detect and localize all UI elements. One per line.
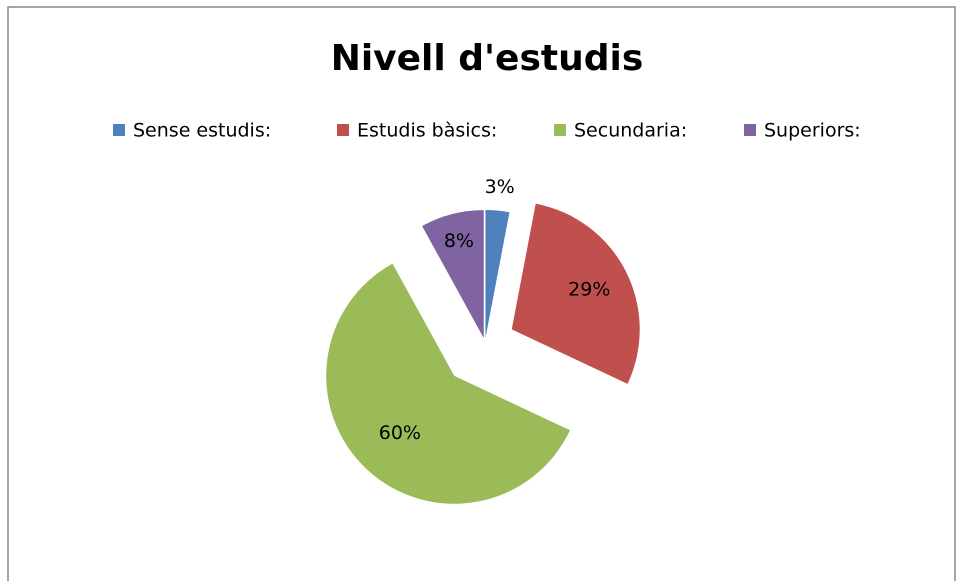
data-label: 29% (568, 278, 610, 300)
legend-label: Superiors: (764, 120, 861, 142)
pie-slice (422, 210, 484, 339)
legend-label: Secundaria: (574, 120, 687, 142)
pie-slice (485, 210, 510, 339)
data-label: 8% (444, 230, 474, 252)
pie-slice (511, 203, 640, 384)
data-label: 3% (485, 176, 515, 198)
legend-label: Estudis bàsics: (357, 120, 497, 142)
legend-swatch (554, 124, 566, 136)
legend-swatch (744, 124, 756, 136)
pie-slice (326, 263, 571, 504)
data-label: 60% (379, 422, 421, 444)
legend-swatch (337, 124, 349, 136)
legend-label: Sense estudis: (133, 120, 271, 142)
legend-swatch (113, 124, 125, 136)
chart-title: Nivell d'estudis (331, 38, 644, 79)
